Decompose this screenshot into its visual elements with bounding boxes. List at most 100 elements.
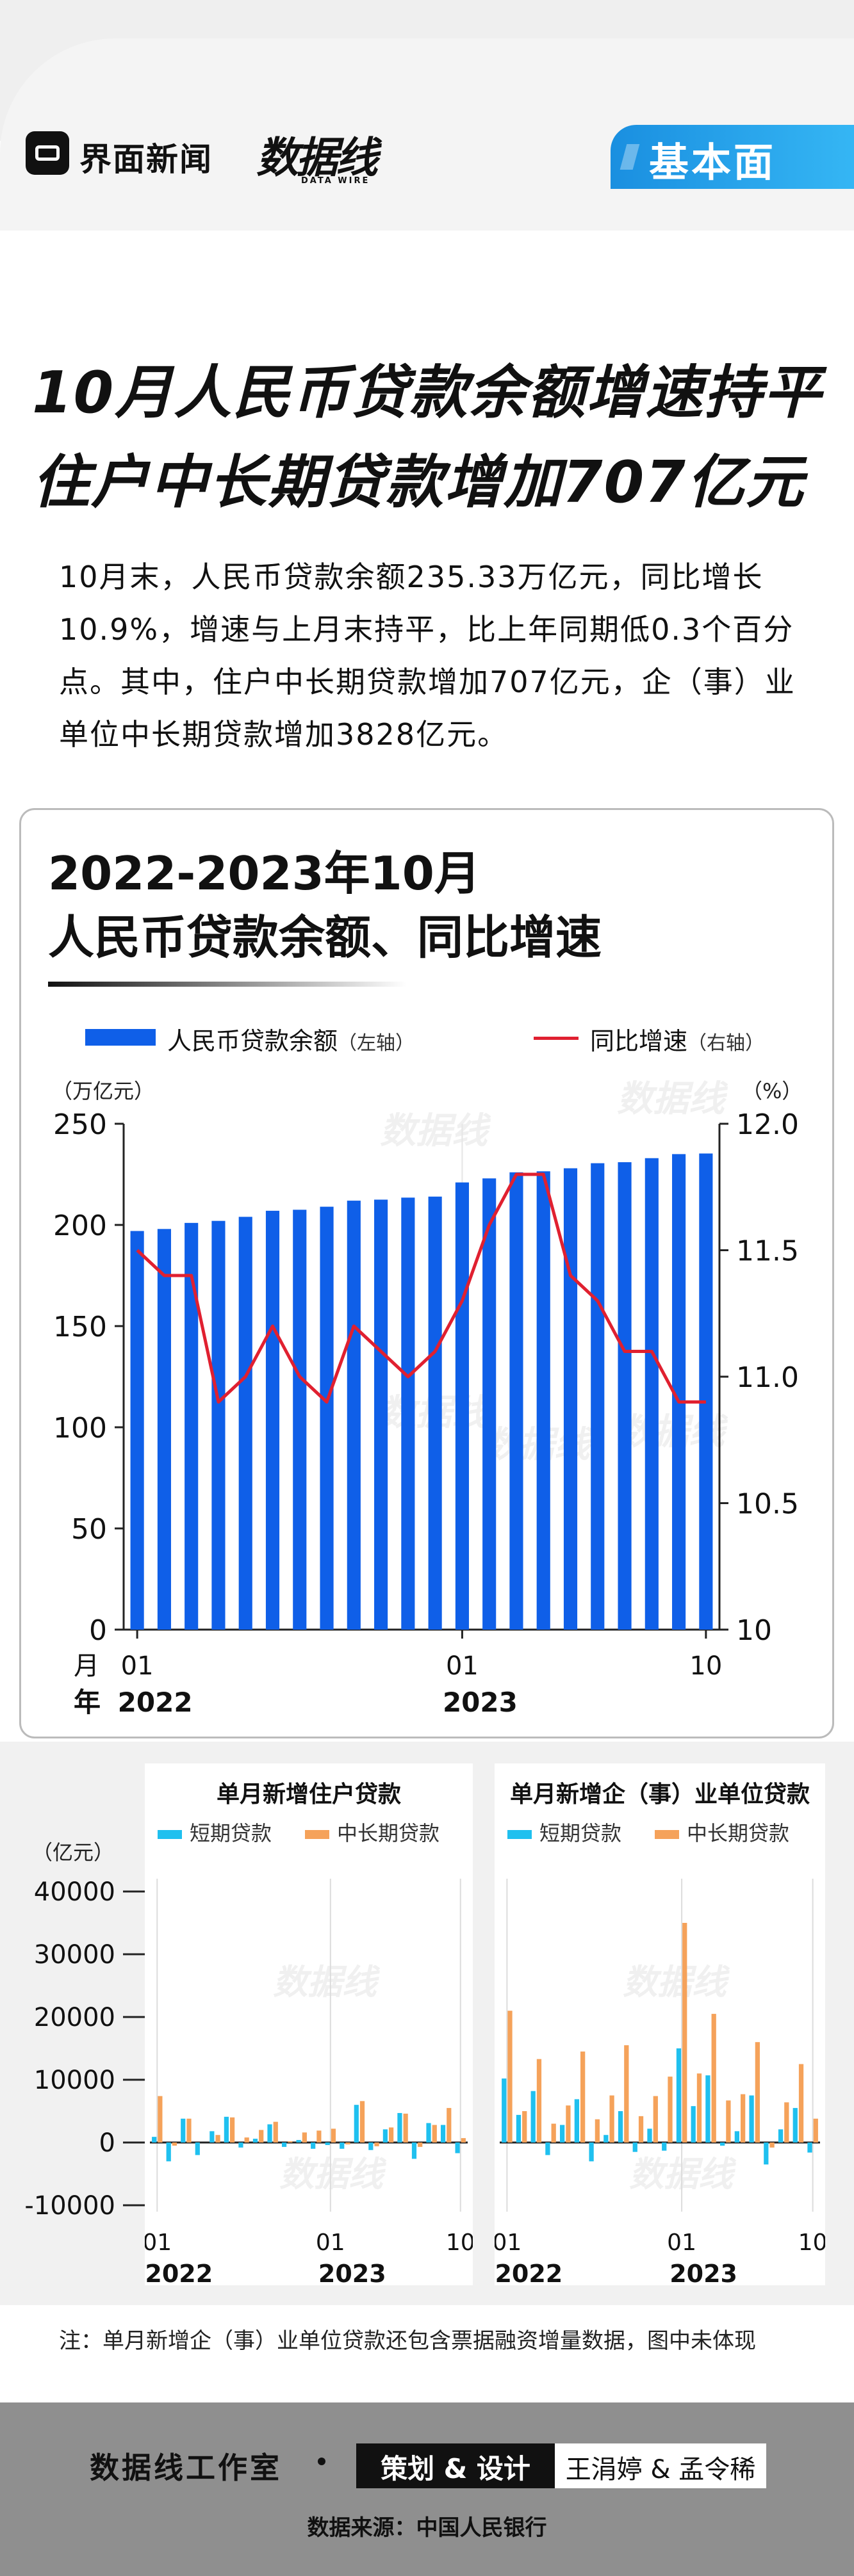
enterprise-long-bar-2022-04 (551, 2123, 556, 2143)
household-x-month-2: 10 (446, 2230, 473, 2256)
enterprise-long-bar-2022-12 (668, 2077, 673, 2143)
household-short-bar-2023-01 (325, 2143, 330, 2145)
household-short-bar-2023-10 (455, 2143, 460, 2153)
enterprise-x-year-0: 2022 (495, 2260, 562, 2285)
bar-2023-01 (455, 1182, 469, 1630)
enterprise-short-bar-2023-04 (720, 2143, 725, 2146)
household-long-bar-2023-07 (418, 2143, 423, 2147)
household-short-bar-2022-07 (238, 2143, 243, 2148)
headline-line-2: 住户中长期贷款增加707亿元 (32, 449, 805, 516)
bar-2023-09 (672, 1154, 686, 1630)
growth-rate-line (136, 1172, 706, 1404)
lead-paragraph: 10月末，人民币贷款余额235.33万亿元，同比增长10.9%，增速与上月末持平… (59, 560, 796, 752)
footer (0, 2402, 854, 2576)
bar-2023-06 (591, 1163, 605, 1630)
enterprise-short-bar-2022-08 (604, 2135, 609, 2143)
bar-2022-09 (347, 1201, 361, 1630)
studio-name: 数据线工作室 (90, 2450, 282, 2485)
enterprise-long-bar-2023-05 (741, 2094, 746, 2143)
household-short-bar-2023-06 (397, 2112, 402, 2143)
enterprise-short-bar-2023-05 (734, 2131, 739, 2143)
enterprise-title: 单月新增企（事）业单位贷款 (510, 1781, 810, 1808)
enterprise-long-bar-2022-08 (609, 2095, 614, 2143)
data-source: 数据来源：中国人民银行 (307, 2515, 547, 2541)
left-tick-label-3: 150 (53, 1311, 107, 1343)
enterprise-short-bar-2023-02 (691, 2106, 696, 2143)
enterprise-short-bar-2023-09 (792, 2108, 798, 2143)
main-chart-card: 2022-2023年10月 人民币贷款余额、同比增速 人民币贷款余额（左轴） 同… (19, 808, 834, 1738)
enterprise-short-bar-2022-03 (530, 2091, 536, 2143)
studio-dot (318, 2458, 325, 2465)
enterprise-long-bar-2023-03 (711, 2014, 716, 2143)
enterprise-short-bar-2022-09 (618, 2111, 623, 2143)
legend-line-swatch (534, 1037, 579, 1040)
legend-bar-label: 人民币贷款余额（左轴） (167, 1021, 415, 1057)
household-long-bar-2023-01 (331, 2128, 336, 2143)
legend-bar-swatch (85, 1029, 156, 1046)
enterprise-x-month-1: 01 (667, 2230, 696, 2256)
household-short-bar-2023-02 (340, 2143, 345, 2149)
household-short-bar-2023-07 (411, 2143, 417, 2159)
small-y-tick-3: 20000 (34, 2003, 115, 2032)
bar-2023-08 (645, 1158, 659, 1630)
enterprise-short-bar-2022-11 (647, 2128, 652, 2143)
left-tick-label-2: 100 (53, 1412, 107, 1445)
household-short-bar-2023-04 (368, 2143, 374, 2150)
enterprise-watermark-1: 数据线 (629, 2153, 737, 2194)
enterprise-long-bar-2022-09 (624, 2045, 629, 2143)
household-watermark-1: 数据线 (279, 2153, 387, 2194)
legend-line-note: （右轴） (687, 1032, 765, 1055)
enterprise-short-bar-2022-06 (574, 2099, 579, 2143)
household-short-bar-2022-09 (267, 2124, 272, 2143)
household-legend-long-label: 中长期贷款 (337, 1821, 439, 1845)
enterprise-short-bar-2022-02 (516, 2114, 521, 2143)
x-tick-year-1: 2023 (443, 1687, 518, 1718)
small-y-tick-1: 0 (99, 2128, 115, 2158)
enterprise-short-bar-2022-04 (545, 2143, 550, 2155)
enterprise-short-bar-2023-01 (676, 2048, 682, 2143)
enterprise-short-bar-2022-12 (662, 2143, 667, 2151)
enterprise-legend-short-label: 短期贷款 (539, 1821, 621, 1845)
bar-2023-07 (618, 1162, 632, 1630)
jiemian-logo-icon (26, 131, 69, 175)
watermark-0: 数据线 (380, 1110, 491, 1152)
left-tick-label-0: 0 (89, 1614, 107, 1647)
left-axis-unit: （万亿元） (52, 1079, 154, 1103)
household-x-month-0: 01 (145, 2230, 172, 2256)
watermark-3: 数据线 (617, 1078, 728, 1120)
bar-2023-05 (563, 1168, 578, 1630)
household-loans-chart-panel: 数据线 数据线 单月新增住户贷款 短期贷款 中长期贷款 01 2022 01 2023 10 (145, 1763, 473, 2285)
x-unit-year: 年 (74, 1687, 101, 1718)
main-chart-title-line-1: 2022-2023年10月 (48, 847, 480, 900)
enterprise-watermark-0: 数据线 (623, 1961, 730, 2002)
household-short-bar-2022-03 (181, 2118, 186, 2143)
household-x-month-1: 01 (316, 2230, 345, 2256)
header: 界面新闻 数据线 DATA WIRE 基本面 (26, 124, 854, 195)
legend-bar-name: 人民币贷款余额 (167, 1027, 338, 1055)
household-short-bar-2022-06 (224, 2116, 229, 2143)
household-short-bar-2022-10 (281, 2143, 287, 2147)
household-short-bar-2023-05 (382, 2129, 388, 2143)
household-long-bar-2023-06 (403, 2113, 408, 2143)
datawire-logo: 数据线 DATA WIRE (256, 124, 384, 194)
datawire-logo-main: 数据线 (256, 133, 378, 182)
enterprise-x-year-1: 2023 (669, 2260, 737, 2285)
bar-2022-02 (157, 1229, 171, 1630)
household-title: 单月新增住户贷款 (217, 1781, 401, 1808)
legend-line-name: 同比增速 (590, 1027, 688, 1055)
footnote: 注：单月新增企（事）业单位贷款还包含票据融资增量数据，图中未体现 (59, 2328, 756, 2354)
x-tick-month-0: 01 (121, 1651, 154, 1681)
legend-bar-note: （左轴） (338, 1032, 415, 1055)
enterprise-long-bar-2022-11 (653, 2096, 658, 2143)
role-label: 策划 & 设计 (381, 2453, 530, 2484)
household-long-bar-2022-07 (244, 2137, 249, 2143)
enterprise-x-month-0: 01 (495, 2230, 521, 2256)
enterprise-short-bar-2023-07 (764, 2143, 769, 2165)
enterprise-long-bar-2023-06 (755, 2042, 760, 2143)
household-long-bar-2022-12 (316, 2130, 322, 2143)
left-tick-label-4: 200 (53, 1210, 107, 1242)
household-legend-short-label: 短期贷款 (190, 1821, 272, 1845)
x-tick-month-2: 10 (689, 1651, 722, 1681)
